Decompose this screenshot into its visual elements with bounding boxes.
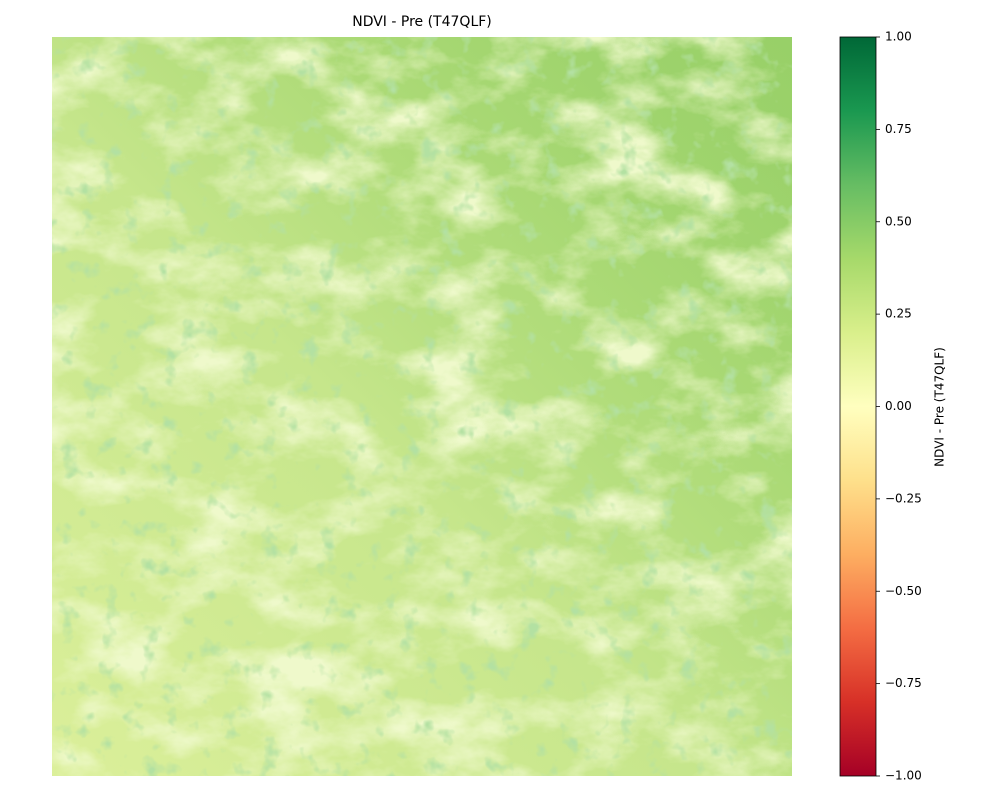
colorbar-label: NDVI - Pre (T47QLF) — [933, 347, 947, 467]
colorbar-tick-label: 0.75 — [885, 122, 912, 136]
colorbar-tick-label: −0.75 — [885, 676, 922, 690]
colorbar-tick-label: 0.00 — [885, 399, 912, 413]
colorbar-tick-label: 1.00 — [885, 30, 912, 44]
colorbar-tick-label: 0.25 — [885, 307, 912, 321]
colorbar-tick-label: −0.25 — [885, 491, 922, 505]
colorbar-tick-label: −1.00 — [885, 769, 922, 783]
colorbar — [839, 36, 877, 777]
raster — [52, 37, 792, 776]
chart-title: NDVI - Pre (T47QLF) — [352, 14, 492, 30]
colorbar-tick-label: 0.50 — [885, 214, 912, 228]
colorbar-tick-label: −0.50 — [885, 584, 922, 598]
